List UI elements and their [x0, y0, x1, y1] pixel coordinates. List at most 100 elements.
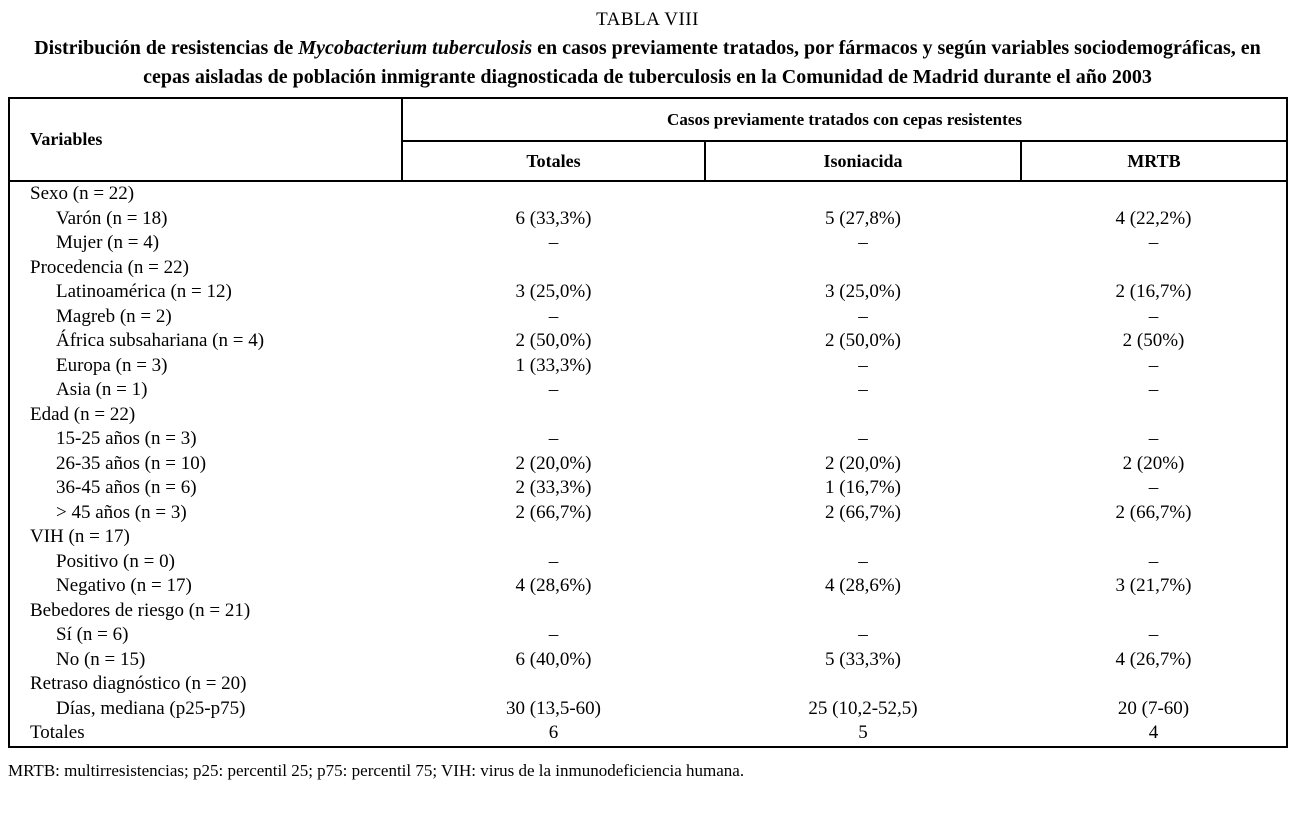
cell-mrtb: –: [1148, 550, 1159, 572]
row-label: No (n = 15): [56, 648, 146, 670]
row-label: Mujer (n = 4): [56, 232, 160, 253]
row-label: 36-45 años (n = 6): [56, 477, 197, 498]
table-row: Totales 6 5 4: [9, 721, 1287, 747]
table-row: VIH (n = 17): [9, 525, 1287, 550]
cell-totales: [402, 181, 705, 207]
cell-isoniacida: 4 (28,6%): [825, 575, 901, 596]
header-row-subcolumns: Totales Isoniacida MRTB: [9, 141, 1288, 182]
cell-mrtb: 2 (16,7%): [1115, 281, 1192, 302]
cell-isoniacida: 2 (20,0%): [825, 452, 901, 474]
cell-totales: –: [548, 550, 559, 572]
col-header-totales: Totales: [402, 141, 705, 182]
group-column-header: Casos previamente tratados con cepas res…: [402, 98, 1288, 142]
cell-mrtb: 4 (22,2%): [1115, 207, 1192, 229]
table-label: TABLA VIII: [596, 9, 699, 30]
cell-mrtb: 2 (20%): [1122, 452, 1185, 474]
cell-totales: 2 (33,3%): [515, 477, 592, 498]
cell-totales: 30 (13,5-60): [506, 697, 601, 719]
cell-totales: 4 (28,6%): [515, 575, 592, 596]
table-row: Sí (n = 6) – – –: [9, 623, 1287, 648]
cell-mrtb: 2 (66,7%): [1115, 501, 1192, 523]
cell-mrtb: [1021, 525, 1287, 550]
cell-isoniacida: 5 (27,8%): [825, 207, 901, 229]
row-label: Sí (n = 6): [56, 624, 129, 645]
cell-totales: [402, 599, 705, 624]
row-label: Magreb (n = 2): [56, 305, 172, 327]
row-label: VIH (n = 17): [30, 526, 130, 547]
cell-mrtb: 20 (7-60): [1117, 697, 1190, 719]
footnote: MRTB: multirresistencias; p25: percentil…: [8, 760, 745, 780]
table-row: Positivo (n = 0) – – –: [9, 550, 1287, 575]
col-header-mrtb: MRTB: [1019, 141, 1288, 182]
table-row: Edad (n = 22): [9, 403, 1287, 428]
cell-totales: 3 (25,0%): [515, 281, 592, 302]
cell-mrtb: [1021, 672, 1287, 697]
cell-mrtb: –: [1148, 477, 1159, 498]
cell-isoniacida: 3 (25,0%): [825, 281, 901, 302]
cell-totales: –: [548, 624, 559, 645]
row-label: África subsahariana (n = 4): [56, 330, 265, 351]
cell-isoniacida: –: [858, 379, 868, 400]
table-row: África subsahariana (n = 4) 2 (50,0%) 2 …: [9, 329, 1287, 354]
cell-totales: 2 (66,7%): [515, 501, 592, 523]
row-label: Edad (n = 22): [30, 403, 136, 425]
row-label: Positivo (n = 0): [56, 550, 175, 572]
cell-isoniacida: [705, 403, 1021, 428]
cell-totales: 6 (40,0%): [515, 648, 592, 670]
table-row: Días, mediana (p25-p75) 30 (13,5-60) 25 …: [9, 697, 1287, 722]
row-label: Días, mediana (p25-p75): [56, 697, 246, 719]
cell-isoniacida: –: [858, 624, 868, 645]
row-label: Totales: [30, 722, 85, 743]
table-row: Europa (n = 3) 1 (33,3%) – –: [9, 354, 1287, 379]
cell-totales: [402, 525, 705, 550]
table-row: No (n = 15) 6 (40,0%) 5 (33,3%) 4 (26,7%…: [9, 648, 1287, 673]
cell-mrtb: [1021, 181, 1287, 207]
cell-isoniacida: 1 (16,7%): [825, 477, 901, 498]
col-header-isoniacida: Isoniacida: [704, 141, 1021, 182]
cell-isoniacida: –: [858, 354, 868, 376]
row-label: Latinoamérica (n = 12): [56, 281, 232, 302]
cell-isoniacida: –: [858, 428, 868, 449]
cell-totales: [402, 256, 705, 281]
cell-isoniacida: 25 (10,2-52,5): [808, 697, 918, 719]
table-row: 36-45 años (n = 6) 2 (33,3%) 1 (16,7%) –: [9, 476, 1287, 501]
cell-totales: –: [548, 305, 559, 327]
table-row: Magreb (n = 2) – – –: [9, 305, 1287, 330]
table-row: Asia (n = 1) – – –: [9, 378, 1287, 403]
cell-mrtb: [1021, 599, 1287, 624]
table-header: Variables Casos previamente tratados con…: [9, 98, 1288, 182]
cell-mrtb: –: [1148, 624, 1159, 645]
cell-isoniacida: [705, 672, 1021, 697]
cell-isoniacida: [705, 181, 1021, 207]
cell-totales: 2 (50,0%): [515, 330, 592, 351]
cell-mrtb: –: [1148, 354, 1159, 376]
cell-isoniacida: 2 (66,7%): [825, 501, 901, 523]
cell-isoniacida: [705, 256, 1021, 281]
table-row: Procedencia (n = 22): [9, 256, 1287, 281]
table-body: Sexo (n = 22) Varón (n = 18) 6 (33,3%) 5…: [9, 181, 1287, 747]
table-row: 15-25 años (n = 3) – – –: [9, 427, 1287, 452]
variables-column-header: Variables: [9, 98, 403, 182]
table-title: Distribución de resistencias de Mycobact…: [25, 34, 1270, 92]
title-text-post: en casos previamente tratados, por fárma…: [143, 37, 1261, 88]
title-text-pre: Distribución de resistencias de: [34, 37, 299, 59]
cell-mrtb: –: [1148, 428, 1159, 449]
title-species-italic: Mycobacterium tuberculosis: [298, 37, 533, 59]
table-row: Retraso diagnóstico (n = 20): [9, 672, 1287, 697]
header-row-group: Variables Casos previamente tratados con…: [9, 98, 1288, 182]
row-label: Varón (n = 18): [56, 207, 168, 229]
cell-mrtb: 4: [1148, 722, 1159, 743]
table-row: Negativo (n = 17) 4 (28,6%) 4 (28,6%) 3 …: [9, 574, 1287, 599]
cell-totales: [402, 672, 705, 697]
cell-isoniacida: 5 (33,3%): [825, 648, 901, 670]
cell-mrtb: –: [1148, 379, 1159, 400]
row-label: Negativo (n = 17): [56, 575, 192, 596]
row-label: 26-35 años (n = 10): [56, 452, 207, 474]
table-row: Latinoamérica (n = 12) 3 (25,0%) 3 (25,0…: [9, 280, 1287, 305]
row-label: Sexo (n = 22): [30, 183, 135, 204]
cell-isoniacida: 2 (50,0%): [825, 330, 901, 351]
resistance-table: Variables Casos previamente tratados con…: [8, 97, 1289, 748]
row-label: Europa (n = 3): [56, 354, 168, 376]
cell-totales: 6: [548, 722, 559, 743]
cell-isoniacida: –: [858, 550, 868, 572]
